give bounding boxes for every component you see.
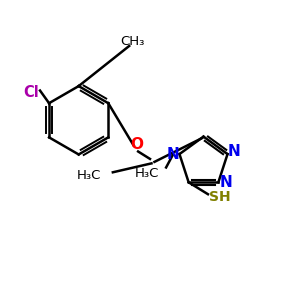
Text: Cl: Cl [23, 85, 39, 100]
Text: CH₃: CH₃ [120, 35, 144, 48]
Text: H₃C: H₃C [134, 167, 159, 180]
Text: N: N [228, 144, 240, 159]
Text: O: O [130, 136, 143, 152]
Text: SH: SH [209, 190, 231, 204]
Text: N: N [219, 176, 232, 190]
Text: H₃C: H₃C [76, 169, 101, 182]
Text: N: N [167, 147, 179, 162]
